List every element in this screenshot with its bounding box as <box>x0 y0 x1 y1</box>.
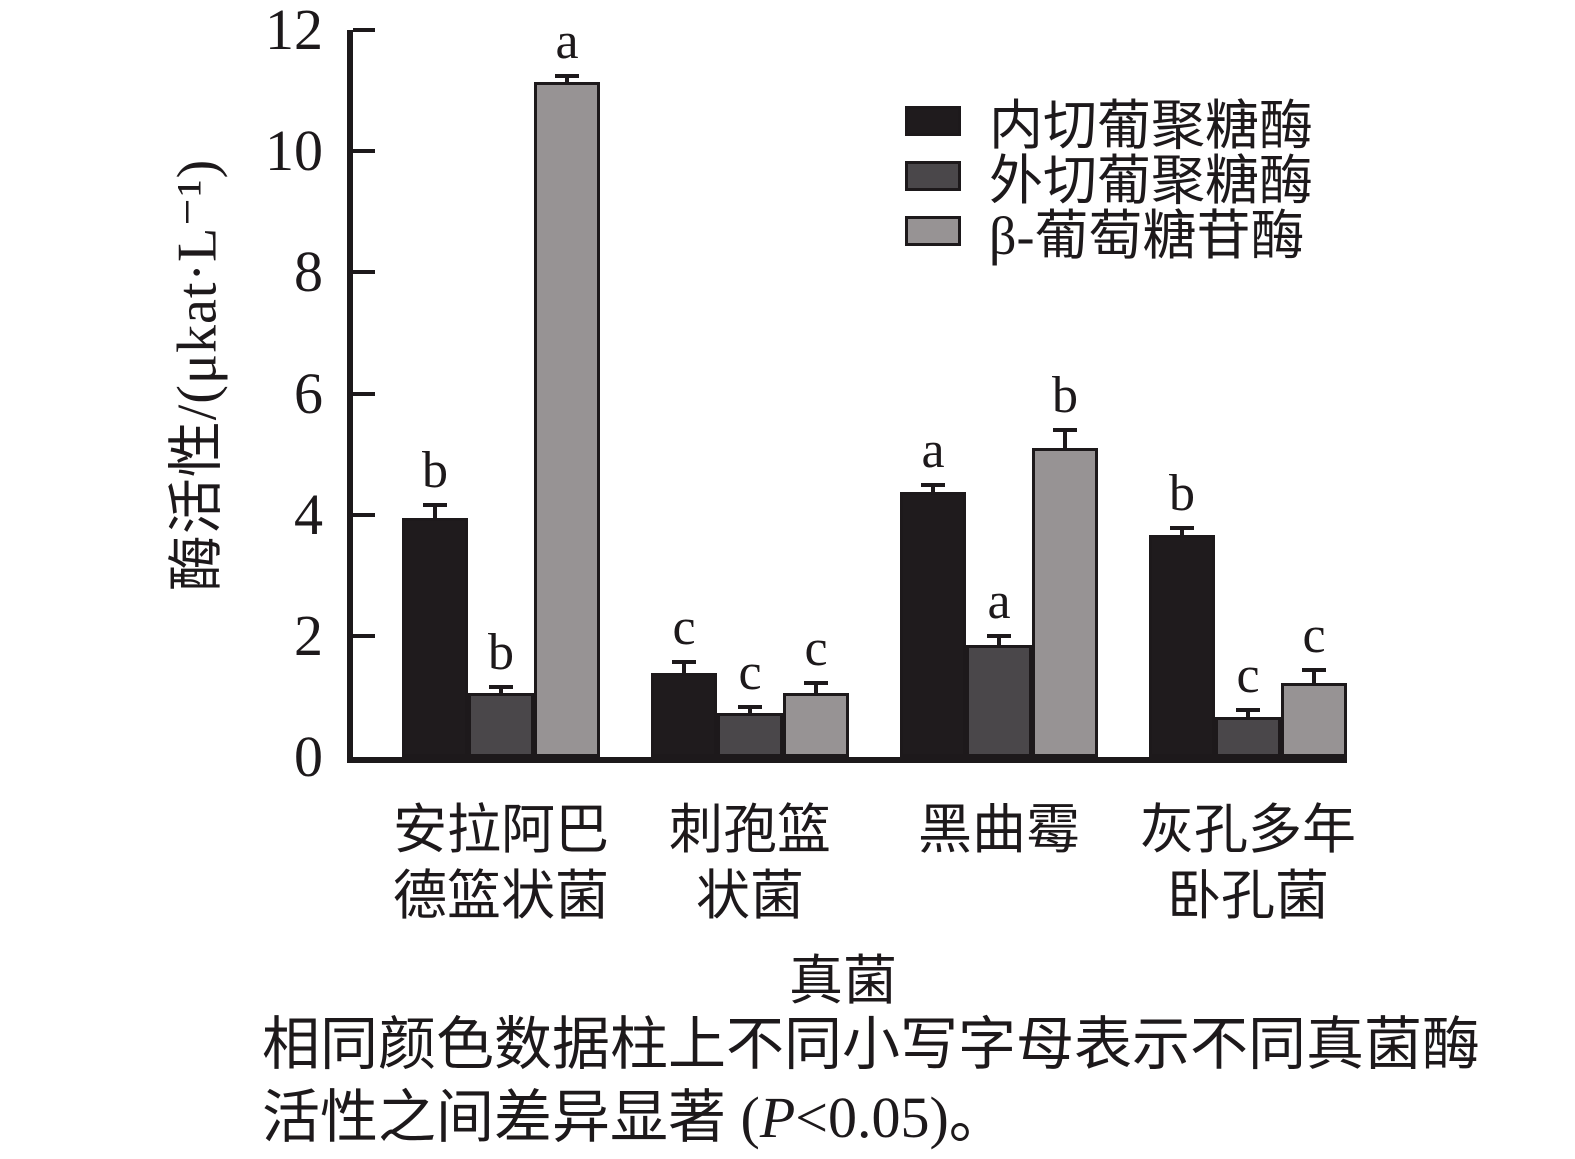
error-bar-外切葡聚糖酶-灰孔多年卧孔菌 <box>1246 712 1250 718</box>
sig-letter-内切葡聚糖酶-安拉阿巴德篮状菌: b <box>422 441 448 499</box>
error-bar-β-葡萄糖苷酶-黑曲霉 <box>1063 432 1067 449</box>
sig-letter-内切葡聚糖酶-灰孔多年卧孔菌: b <box>1169 464 1195 522</box>
x-tick-label-灰孔多年卧孔菌: 灰孔多年 卧孔菌 <box>1140 800 1356 926</box>
error-cap-β-葡萄糖苷酶-刺孢篮状菌 <box>804 680 828 685</box>
error-cap-外切葡聚糖酶-灰孔多年卧孔菌 <box>1236 708 1260 713</box>
error-bar-内切葡聚糖酶-安拉阿巴德篮状菌 <box>433 506 437 518</box>
legend-row-内切葡聚糖酶: 内切葡聚糖酶 <box>905 93 1313 156</box>
y-tick-label-10: 10 <box>265 118 323 184</box>
y-tick-mark-6 <box>353 391 375 396</box>
sig-letter-外切葡聚糖酶-安拉阿巴德篮状菌: b <box>488 624 514 682</box>
bar-外切葡聚糖酶-黑曲霉 <box>966 644 1032 757</box>
legend-swatch-外切葡聚糖酶 <box>905 160 961 191</box>
footnote: 相同颜色数据柱上不同小写字母表示不同真菌酶 活性之间差异显著 (P<0.05)。 <box>262 1008 1502 1154</box>
sig-letter-β-葡萄糖苷酶-刺孢篮状菌: c <box>804 619 828 677</box>
bar-内切葡聚糖酶-黑曲霉 <box>900 492 966 757</box>
y-tick-label-8: 8 <box>294 239 323 305</box>
sig-letter-外切葡聚糖酶-灰孔多年卧孔菌: c <box>1236 647 1260 705</box>
error-cap-β-葡萄糖苷酶-黑曲霉 <box>1053 428 1077 433</box>
sig-letter-β-葡萄糖苷酶-黑曲霉: b <box>1052 367 1078 425</box>
bar-β-葡萄糖苷酶-黑曲霉 <box>1032 448 1098 757</box>
error-bar-β-葡萄糖苷酶-灰孔多年卧孔菌 <box>1312 672 1316 684</box>
error-bar-β-葡萄糖苷酶-安拉阿巴德篮状菌 <box>565 77 569 82</box>
legend-label-外切葡聚糖酶: 外切葡聚糖酶 <box>989 151 1313 211</box>
sig-letter-外切葡聚糖酶-黑曲霉: a <box>987 573 1011 631</box>
y-tick-label-2: 2 <box>294 602 323 668</box>
sig-letter-β-葡萄糖苷酶-灰孔多年卧孔菌: c <box>1302 607 1326 665</box>
bar-β-葡萄糖苷酶-刺孢篮状菌 <box>783 692 849 757</box>
bar-内切葡聚糖酶-安拉阿巴德篮状菌 <box>402 517 468 757</box>
x-axis-title: 真菌 <box>789 951 897 1011</box>
footnote-p-symbol: P <box>759 1085 796 1150</box>
legend-row-外切葡聚糖酶: 外切葡聚糖酶 <box>905 148 1313 211</box>
error-cap-β-葡萄糖苷酶-安拉阿巴德篮状菌 <box>555 73 579 78</box>
error-cap-内切葡聚糖酶-刺孢篮状菌 <box>672 659 696 664</box>
y-tick-mark-12 <box>353 28 375 32</box>
sig-letter-β-葡萄糖苷酶-安拉阿巴德篮状菌: a <box>555 12 579 70</box>
bar-内切葡聚糖酶-灰孔多年卧孔菌 <box>1149 534 1215 757</box>
y-tick-mark-4 <box>353 512 375 517</box>
y-tick-label-4: 4 <box>294 481 323 547</box>
error-cap-内切葡聚糖酶-灰孔多年卧孔菌 <box>1170 525 1194 530</box>
error-cap-外切葡聚糖酶-安拉阿巴德篮状菌 <box>489 685 513 690</box>
y-tick-label-12: 12 <box>265 0 323 62</box>
error-cap-外切葡聚糖酶-黑曲霉 <box>987 634 1011 639</box>
error-cap-β-葡萄糖苷酶-灰孔多年卧孔菌 <box>1302 668 1326 673</box>
legend-label-内切葡聚糖酶: 内切葡聚糖酶 <box>989 96 1313 156</box>
error-bar-外切葡聚糖酶-安拉阿巴德篮状菌 <box>499 689 503 694</box>
footnote-line2-prefix: 活性之间差异显著 ( <box>262 1085 760 1150</box>
error-bar-内切葡聚糖酶-灰孔多年卧孔菌 <box>1180 529 1184 535</box>
x-tick-label-黑曲霉: 黑曲霉 <box>918 800 1080 860</box>
sig-letter-外切葡聚糖酶-刺孢篮状菌: c <box>738 644 762 702</box>
error-bar-内切葡聚糖酶-刺孢篮状菌 <box>682 663 686 674</box>
legend-row-β-葡萄糖苷酶: β-葡萄糖苷酶 <box>905 203 1313 266</box>
y-tick-mark-10 <box>353 149 375 154</box>
bar-β-葡萄糖苷酶-安拉阿巴德篮状菌 <box>534 81 600 757</box>
legend-label-β-葡萄糖苷酶: β-葡萄糖苷酶 <box>989 206 1305 266</box>
sig-letter-内切葡聚糖酶-刺孢篮状菌: c <box>672 598 696 656</box>
bar-外切葡聚糖酶-安拉阿巴德篮状菌 <box>468 693 534 757</box>
plot-area: 0 2 4 6 8 10 12 b b a c c c a a b b c c <box>265 0 1347 787</box>
error-bar-外切葡聚糖酶-黑曲霉 <box>997 638 1001 645</box>
legend-swatch-内切葡聚糖酶 <box>905 105 961 136</box>
y-axis-title: 酶活性/(μkat·L⁻¹) <box>166 158 229 592</box>
legend-swatch-β-葡萄糖苷酶 <box>905 215 961 246</box>
error-bar-β-葡萄糖苷酶-刺孢篮状菌 <box>814 684 818 693</box>
footnote-line2-suffix: <0.05)。 <box>795 1085 1007 1150</box>
sig-letter-内切葡聚糖酶-黑曲霉: a <box>921 421 945 479</box>
bar-外切葡聚糖酶-刺孢篮状菌 <box>717 712 783 757</box>
footnote-line1: 相同颜色数据柱上不同小写字母表示不同真菌酶 <box>262 1012 1481 1077</box>
bar-β-葡萄糖苷酶-灰孔多年卧孔菌 <box>1281 683 1347 757</box>
y-tick-label-0: 0 <box>294 724 323 789</box>
y-tick-mark-2 <box>353 633 375 638</box>
bar-内切葡聚糖酶-刺孢篮状菌 <box>651 673 717 757</box>
x-tick-label-安拉阿巴德篮状菌: 安拉阿巴 德篮状菌 <box>393 800 609 926</box>
error-cap-内切葡聚糖酶-黑曲霉 <box>921 482 945 487</box>
bar-外切葡聚糖酶-灰孔多年卧孔菌 <box>1215 717 1281 757</box>
error-cap-外切葡聚糖酶-刺孢篮状菌 <box>738 705 762 710</box>
error-cap-内切葡聚糖酶-安拉阿巴德篮状菌 <box>423 502 447 507</box>
error-bar-外切葡聚糖酶-刺孢篮状菌 <box>748 709 752 713</box>
y-tick-mark-8 <box>353 270 375 275</box>
legend: 内切葡聚糖酶 外切葡聚糖酶 β-葡萄糖苷酶 <box>905 93 1313 266</box>
error-bar-内切葡聚糖酶-黑曲霉 <box>931 486 935 493</box>
y-tick-label-6: 6 <box>294 360 323 426</box>
x-tick-label-刺孢篮状菌: 刺孢篮 状菌 <box>669 800 831 926</box>
